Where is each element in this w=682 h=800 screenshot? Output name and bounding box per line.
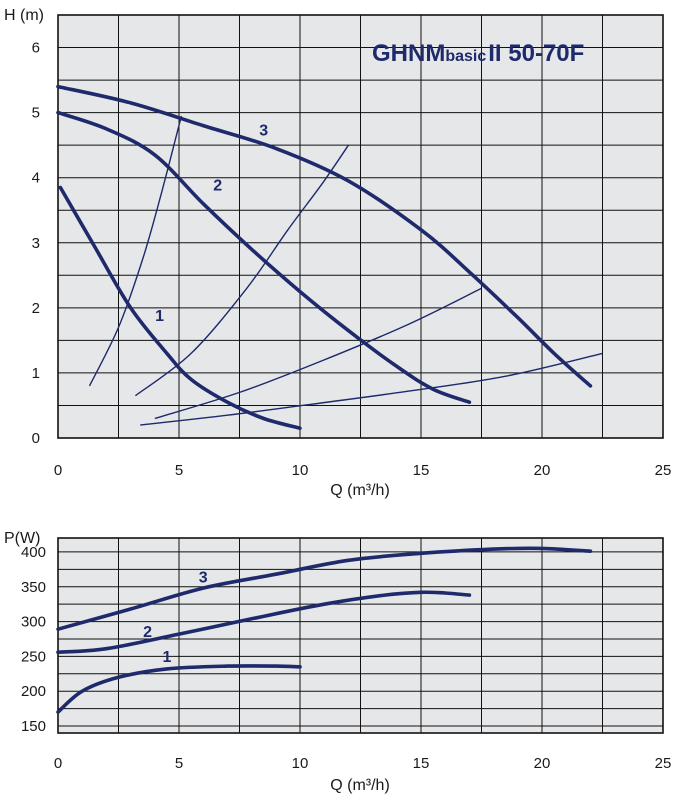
head-chart-x-axis-label: Q (m³/h) [330, 482, 390, 499]
curve-label-3: 3 [199, 570, 208, 587]
head-chart-y-axis-label: H (m) [4, 7, 44, 24]
series-line-1 [56, 664, 302, 714]
x-tick-label: 0 [54, 755, 62, 772]
power-chart-x-axis-label: Q (m³/h) [330, 777, 390, 794]
x-tick-label: 10 [292, 462, 309, 479]
series-line-1 [58, 185, 302, 430]
y-tick-label: 400 [21, 544, 46, 561]
head-chart-curve-labels: 1 2 3 [155, 122, 268, 324]
series-line-3 [56, 84, 593, 388]
title-main: GHNM [372, 40, 445, 67]
head-chart-grid [58, 15, 663, 438]
y-tick-label: 3 [32, 235, 40, 252]
curve-label-1: 1 [162, 649, 171, 666]
y-tick-label: 6 [32, 40, 40, 57]
head-chart: 1 2 3 0 5 10 15 20 25 0 1 2 3 4 5 6 H (m) Q (m³/h) GH… [4, 7, 671, 499]
x-tick-label: 20 [534, 462, 551, 479]
head-chart-series [56, 84, 593, 430]
y-tick-label: 0 [32, 430, 40, 447]
x-tick-label: 5 [175, 755, 183, 772]
y-tick-label: 350 [21, 579, 46, 596]
y-tick-label: 4 [32, 170, 40, 187]
power-chart-y-tick-labels: 150 200 250 300 350 400 [21, 544, 46, 735]
series-line-3 [56, 546, 593, 631]
x-tick-label: 15 [413, 755, 430, 772]
y-tick-label: 300 [21, 614, 46, 631]
y-tick-label: 200 [21, 683, 46, 700]
power-chart-curve-labels: 12 3 [143, 570, 208, 666]
series-line-2 [56, 590, 472, 654]
system-curve [134, 144, 349, 397]
y-tick-label: 250 [21, 648, 46, 665]
head-chart-x-tick-labels: 0 5 10 15 20 25 [54, 462, 672, 479]
power-chart: 12 3 0 5 10 15 20 25 150 200 250 300 350 400 P(W) Q… [4, 530, 671, 794]
y-tick-label: 5 [32, 105, 40, 122]
x-tick-label: 10 [292, 755, 309, 772]
y-tick-label: 1 [32, 365, 40, 382]
y-tick-label: 2 [32, 300, 40, 317]
head-chart-y-tick-labels: 0 1 2 3 4 5 6 [32, 40, 40, 447]
series-line-2 [56, 110, 472, 404]
head-chart-title: GHNMbasicII 50-70F [372, 40, 584, 67]
power-chart-y-axis-label: P(W) [4, 530, 40, 547]
x-tick-label: 25 [655, 462, 672, 479]
power-chart-x-tick-labels: 0 5 10 15 20 25 [54, 755, 672, 772]
power-chart-series [56, 546, 593, 714]
system-curve [140, 352, 603, 426]
title-tail: II 50-70F [488, 40, 584, 67]
curve-label-3: 3 [259, 122, 268, 139]
title-sub: basic [445, 48, 486, 65]
curve-label-2: 2 [143, 624, 152, 641]
system-curve [154, 287, 482, 420]
x-tick-label: 0 [54, 462, 62, 479]
y-tick-label: 150 [21, 718, 46, 735]
x-tick-label: 20 [534, 755, 551, 772]
x-tick-label: 25 [655, 755, 672, 772]
curve-label-2: 2 [213, 178, 222, 195]
curve-label-1: 1 [155, 308, 164, 325]
x-tick-label: 15 [413, 462, 430, 479]
x-tick-label: 5 [175, 462, 183, 479]
